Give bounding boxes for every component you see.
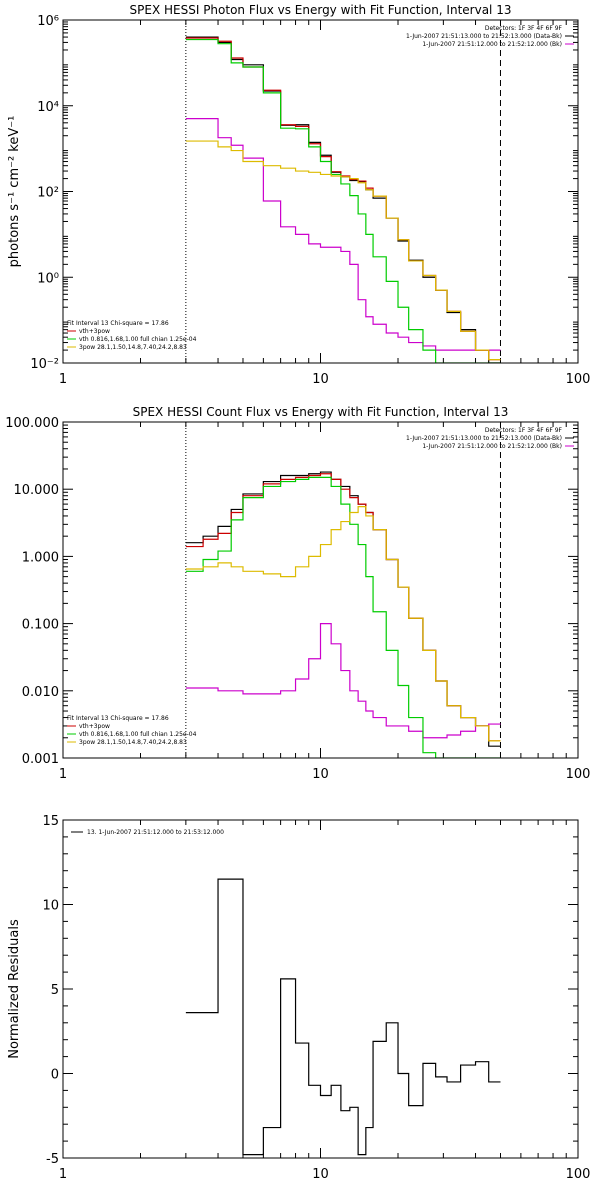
x-tick-label: 10 [312,372,329,387]
legend-entry: 1-Jun-2007 21:51:13.000 to 21:52:13.000 … [406,435,562,442]
series-line-1 [185,471,501,747]
legend-entry: 1-Jun-2007 21:51:12.000 to 21:52:12.000 … [422,443,562,450]
x-tick-label: 1 [59,372,67,387]
x-tick-label: 100 [566,372,591,387]
y-axis-label: Normalized Residuals [7,919,22,1059]
y-tick-label: 1.000 [22,550,59,565]
legend-entry: vth 0.816,1.68,1.00 full chian 1.25e-04 [79,731,197,738]
y-tick-label: 15 [42,814,59,829]
y-tick-label: 100.000 [5,416,59,431]
series-line-5 [185,506,501,742]
series-line-3 [185,473,501,742]
legend-entry: vth+3pow [79,328,110,335]
chart-panel-3: 1 10 100 -5 0 5 10 15 Normalized Residuals 13. 1-… [7,814,590,1182]
y-tick-label: -5 [46,1152,59,1167]
legend-entry: 3pow 28.1,1.50,14.8,7.40,24.2,8.83 [79,739,187,746]
chart-panel-2: SPEX HESSI Count Flux vs Energy with Fit… [5,405,590,782]
legend-entry: vth+3pow [79,723,110,730]
chart-panel-1: SPEX HESSI Photon Flux vs Energy with Fi… [7,3,590,387]
series-line-5 [185,140,501,361]
series-line-4 [185,476,501,758]
legend-entry: Detectors: 1F 3F 4F 6F 9F [485,25,563,32]
series-line-2 [185,623,501,739]
y-tick-label: 10⁻² [30,357,59,372]
y-tick-label: 0.010 [22,685,59,700]
y-tick-label: 0.100 [22,618,59,633]
chart-title: SPEX HESSI Count Flux vs Energy with Fit… [133,405,509,419]
y-tick-label: 10⁴ [37,100,59,115]
series-line-4 [185,38,501,363]
plot-frame [62,421,579,759]
legend-entry: Fit Interval 13 Chi-square = 17.86 [67,320,169,327]
legend-entry: 13. 1-Jun-2007 21:51:12.000 to 21:53:12.… [87,829,224,836]
y-tick-label: 10.000 [14,483,60,498]
series-group [185,878,501,1156]
y-tick-label: 0.001 [22,752,59,767]
x-tick-label: 10 [312,767,329,782]
x-tick-label: 10 [312,1167,329,1182]
y-axis-label: photons s⁻¹ cm⁻² keV⁻¹ [7,116,22,268]
y-tick-label: 10⁶ [37,14,59,29]
legend-entry: Detectors: 1F 3F 4F 6F 9F [485,427,563,434]
series-group [185,36,501,363]
y-tick-label: 10 [42,899,59,914]
legend-entry: vth 0.816,1.68,1.00 full chian 1.25e-04 [79,336,197,343]
y-tick-label: 10⁰ [37,271,59,286]
x-tick-label: 1 [59,767,67,782]
legend-entry: Fit Interval 13 Chi-square = 17.86 [67,715,169,722]
y-tick-label: 10² [37,186,59,201]
plot-frame [62,19,579,364]
x-tick-label: 1 [59,1167,67,1182]
series-line-1 [185,36,501,363]
y-tick-label: 0 [51,1068,59,1083]
series-line-1 [185,878,501,1156]
legend-entry: 3pow 28.1,1.50,14.8,7.40,24.2,8.83 [79,344,187,351]
y-tick-label: 5 [51,983,59,998]
x-tick-label: 100 [566,767,591,782]
x-tick-label: 100 [566,1167,591,1182]
plot-frame [62,819,579,1159]
chart-title: SPEX HESSI Photon Flux vs Energy with Fi… [130,3,512,17]
legend-entry: 1-Jun-2007 21:51:13.000 to 21:52:13.000 … [406,33,562,40]
series-line-2 [185,118,501,351]
series-group [185,471,501,758]
legend-entry: 1-Jun-2007 21:51:12.000 to 21:52:12.000 … [422,41,562,48]
